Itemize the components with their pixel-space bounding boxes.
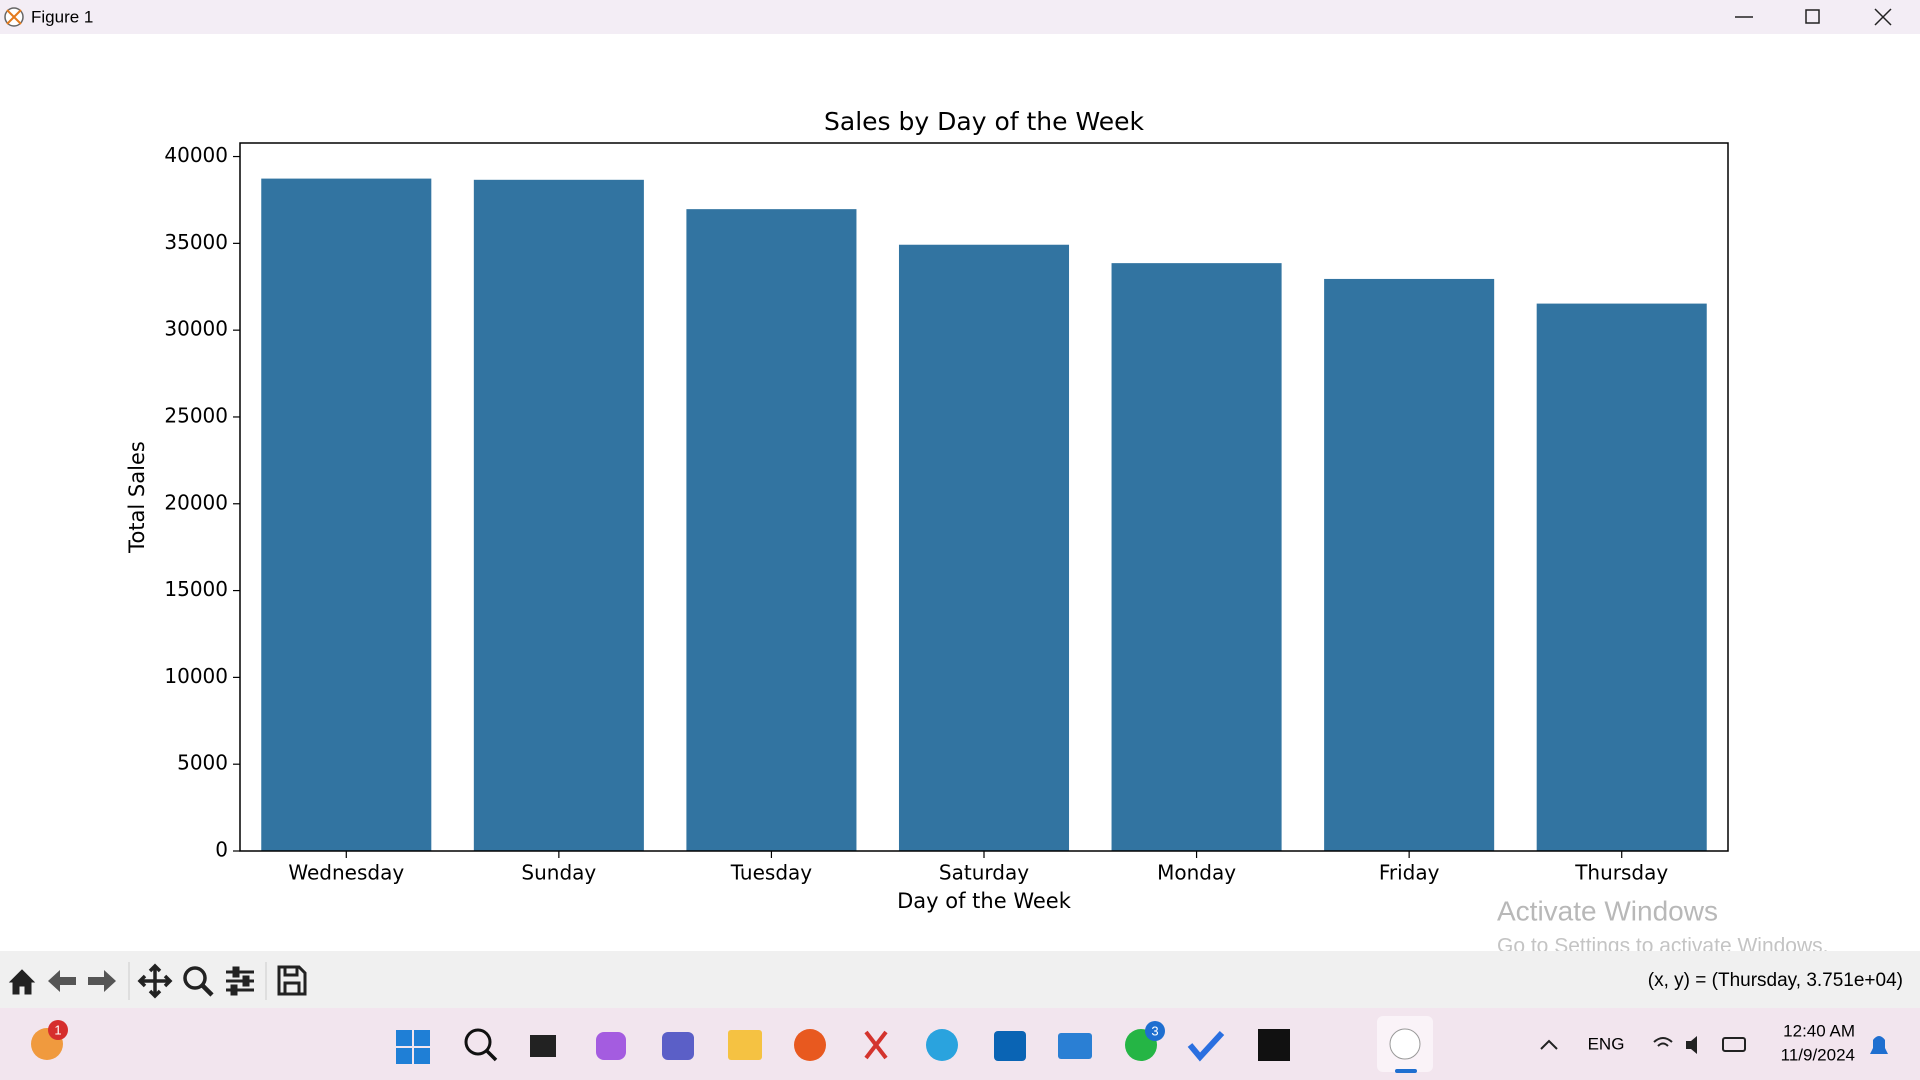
clock-time[interactable]: 12:40 AM: [1783, 1021, 1855, 1040]
x-tick-label: Wednesday: [288, 861, 404, 885]
todo-icon[interactable]: [1187, 1030, 1225, 1062]
task-view-button[interactable]: [530, 1035, 556, 1057]
start-button[interactable]: [396, 1030, 430, 1064]
badge-text: 1: [54, 1022, 61, 1037]
plot-frame: [239, 142, 1729, 852]
y-tick-label: 25000: [164, 403, 228, 427]
configure-button[interactable]: [226, 966, 254, 996]
figure-icon: [1389, 1028, 1421, 1060]
toolbar-buttons: [8, 963, 307, 999]
tray-expand[interactable]: [1540, 1039, 1558, 1050]
teams-icon[interactable]: [662, 1032, 694, 1060]
toolbar: [0, 951, 1920, 1008]
y-tick-label: 15000: [164, 577, 228, 601]
battery-icon: [1722, 1037, 1746, 1052]
x-tick-label: Friday: [1379, 861, 1440, 885]
badge: [48, 1020, 68, 1040]
copilot-icon[interactable]: [596, 1032, 626, 1060]
mail-icon[interactable]: [1058, 1033, 1092, 1059]
firefox-icon[interactable]: [794, 1029, 826, 1061]
x-tick-label: Tuesday: [730, 861, 813, 885]
bar: [1324, 278, 1495, 851]
snipping-icon[interactable]: [864, 1030, 888, 1060]
bar: [473, 179, 644, 851]
x-tick-label: Monday: [1157, 861, 1236, 885]
x-tick-label: Saturday: [939, 861, 1029, 885]
bar: [686, 209, 857, 852]
bar: [898, 244, 1070, 852]
volume-icon: [1686, 1036, 1697, 1054]
pycharm-icon[interactable]: [1258, 1029, 1290, 1061]
status-text: (x, y) = (Thursday, 3.751e+04): [1648, 970, 1903, 991]
y-tick-label: 5000: [177, 751, 228, 775]
zoom-button[interactable]: [183, 966, 214, 997]
home-button[interactable]: [8, 969, 36, 995]
wifi-icon: [1653, 1037, 1673, 1047]
back-button[interactable]: [48, 970, 76, 992]
search-button[interactable]: [464, 1028, 498, 1062]
app-icon-mark: [6, 9, 22, 25]
language-indicator[interactable]: ENG: [1588, 1034, 1625, 1053]
y-axis-label: Total Sales: [125, 441, 149, 554]
bar: [261, 178, 432, 852]
watermark-title: Activate Windows: [1497, 895, 1718, 926]
window-title: Figure 1: [31, 7, 93, 26]
maximize-button[interactable]: [1805, 9, 1820, 24]
explorer-icon[interactable]: [728, 1030, 762, 1060]
x-tick-label: Thursday: [1574, 861, 1668, 885]
y-tick-label: 20000: [164, 490, 228, 514]
active-indicator: [1395, 1069, 1417, 1073]
y-tick-label: 30000: [164, 317, 228, 341]
bar: [1536, 303, 1707, 852]
badge: [1145, 1021, 1165, 1041]
pan-button[interactable]: [137, 963, 173, 999]
badge-text: 3: [1151, 1023, 1158, 1038]
x-tick-label: Sunday: [521, 861, 596, 885]
clock-date[interactable]: 11/9/2024: [1781, 1045, 1855, 1064]
title-bar: [0, 0, 1920, 34]
taskbar: [0, 1008, 1920, 1080]
bar: [1111, 263, 1282, 851]
chart-title: Sales by Day of the Week: [824, 107, 1144, 136]
save-button[interactable]: [277, 965, 307, 996]
close-button[interactable]: [1874, 8, 1892, 26]
telegram-icon[interactable]: [926, 1029, 958, 1061]
outlook-icon[interactable]: [994, 1031, 1026, 1061]
y-tick-label: 35000: [164, 230, 228, 254]
x-axis-label: Day of the Week: [897, 889, 1072, 913]
forward-button[interactable]: [88, 970, 116, 992]
chart: Sales by Day of the Week Day of the Week…: [125, 107, 1729, 913]
y-tick-label: 0: [215, 838, 228, 862]
y-tick-label: 10000: [164, 664, 228, 688]
notification-button[interactable]: [1870, 1036, 1888, 1054]
y-tick-label: 40000: [164, 143, 228, 167]
